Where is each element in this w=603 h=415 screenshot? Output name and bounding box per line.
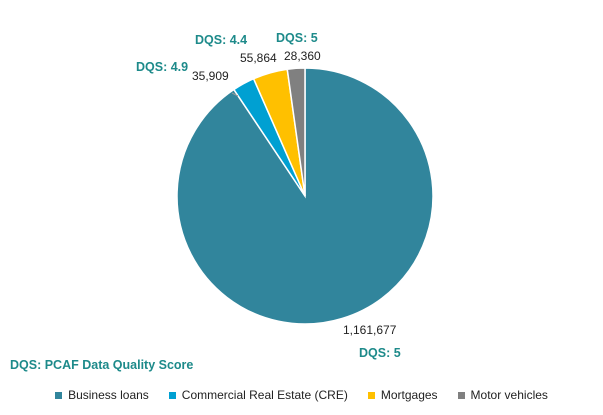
legend-label: Business loans xyxy=(68,388,149,402)
legend-swatch xyxy=(55,391,63,399)
slice-business-loans xyxy=(176,67,434,325)
legend-item-motor-vehicles: Motor vehicles xyxy=(457,388,548,402)
value-label-mortgages: 55,864 xyxy=(240,51,277,65)
legend-item-cre: Commercial Real Estate (CRE) xyxy=(168,388,348,402)
dqs-footnote: DQS: PCAF Data Quality Score xyxy=(10,358,194,372)
legend-label: Mortgages xyxy=(380,388,438,402)
slice-motor-vehicles xyxy=(286,67,306,197)
pie-chart: 1,161,677 DQS: 5 35,909 DQS: 4.9 55,864 … xyxy=(136,31,434,360)
legend-item-mortgages: Mortgages xyxy=(367,388,438,402)
legend: Business loans Commercial Real Estate (C… xyxy=(0,388,603,402)
dqs-label-motor-vehicles: DQS: 5 xyxy=(276,31,318,45)
legend-label: Motor vehicles xyxy=(470,388,548,402)
dqs-label-mortgages: DQS: 4.4 xyxy=(195,33,247,47)
legend-swatch xyxy=(457,391,465,399)
dqs-label-cre: DQS: 4.9 xyxy=(136,60,188,74)
dqs-label-business-loans: DQS: 5 xyxy=(359,346,401,360)
legend-label: Commercial Real Estate (CRE) xyxy=(181,388,348,402)
legend-swatch xyxy=(367,391,375,399)
pie-slices xyxy=(176,67,434,325)
legend-item-business-loans: Business loans xyxy=(55,388,149,402)
value-label-business-loans: 1,161,677 xyxy=(343,323,397,337)
value-label-motor-vehicles: 28,360 xyxy=(284,49,321,63)
leader-line-cre xyxy=(231,92,239,97)
value-label-cre: 35,909 xyxy=(192,69,229,83)
legend-swatch xyxy=(168,391,176,399)
